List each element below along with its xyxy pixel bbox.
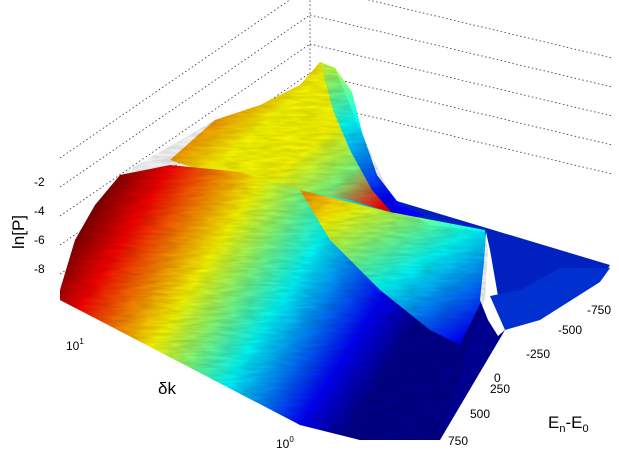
- y-tick-label: 100: [276, 435, 294, 451]
- x-axis-ticks: 750 500 250 0 -250 -500 -750: [448, 303, 611, 448]
- x-tick-label: 0: [494, 371, 501, 385]
- x-tick-label: -750: [587, 303, 611, 317]
- x-tick-label: 500: [470, 407, 490, 421]
- z-axis-label: ln[P]: [9, 215, 28, 249]
- z-tick-label: -4: [34, 204, 45, 218]
- grid-line: [59, 14, 311, 188]
- z-axis-ticks: -2 -4 -6 -8: [34, 175, 45, 276]
- x-tick-label: 750: [448, 434, 468, 448]
- grid-line: [59, 43, 311, 217]
- grid-line: [366, 0, 613, 59]
- y-tick-label: 101: [66, 337, 84, 353]
- z-tick-label: -6: [34, 233, 45, 247]
- z-tick-label: -2: [34, 175, 45, 189]
- grid-line: [309, 14, 613, 88]
- y-axis-label: δk: [158, 379, 176, 398]
- surface: [60, 62, 610, 440]
- surface-cliff-edge: [490, 268, 610, 330]
- grid-line: [59, 0, 291, 159]
- z-tick-label: -8: [34, 262, 45, 276]
- surface-texture: [60, 62, 488, 440]
- x-tick-label: -500: [558, 323, 582, 337]
- x-axis-label: En-E0: [548, 413, 589, 435]
- y-axis-ticks: 101 100: [66, 337, 294, 451]
- x-tick-label: 250: [490, 382, 510, 396]
- x-tick-label: -250: [526, 347, 550, 361]
